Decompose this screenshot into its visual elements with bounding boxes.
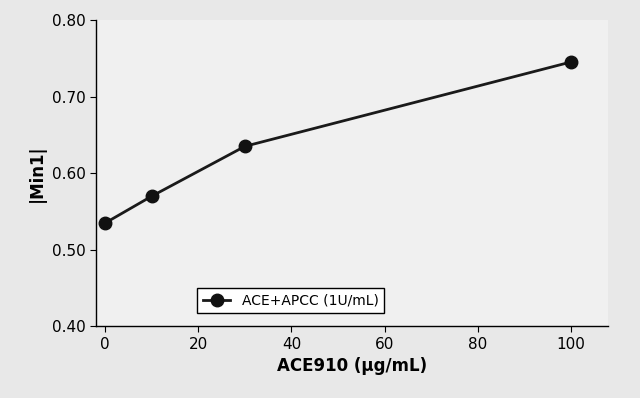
Legend: ACE+APCC (1U/mL): ACE+APCC (1U/mL) — [197, 288, 384, 313]
ACE+APCC (1U/mL) — [148, 194, 156, 199]
ACE+APCC (1U/mL) — [241, 144, 249, 149]
X-axis label: ACE910 (μg/mL): ACE910 (μg/mL) — [277, 357, 427, 375]
Y-axis label: |Min1|: |Min1| — [28, 144, 46, 202]
Line: ACE+APCC (1U/mL): ACE+APCC (1U/mL) — [99, 56, 577, 229]
ACE+APCC (1U/mL) — [567, 60, 575, 64]
ACE+APCC (1U/mL) — [102, 220, 109, 225]
